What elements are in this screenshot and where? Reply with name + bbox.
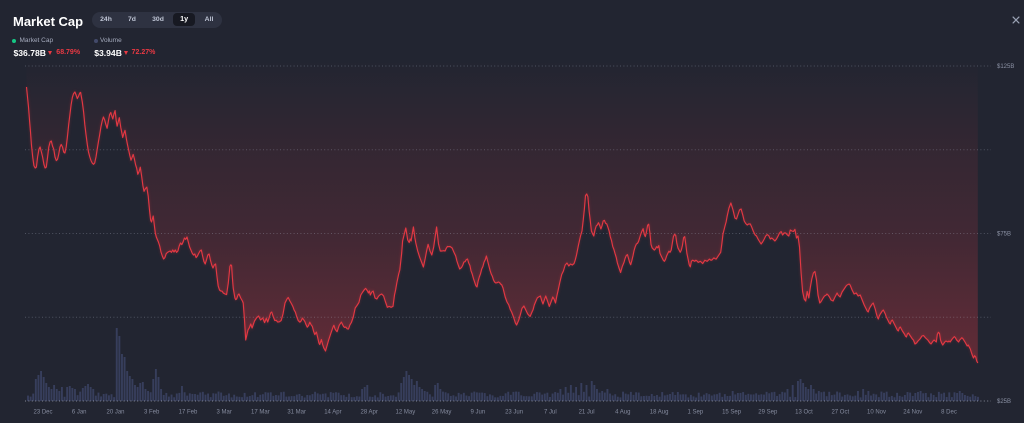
svg-text:3 Mar: 3 Mar [217,410,232,416]
svg-text:$25B: $25B [997,399,1011,405]
svg-text:23 Jun: 23 Jun [505,410,523,416]
svg-text:21 Jul: 21 Jul [579,410,595,416]
svg-text:23 Dec: 23 Dec [33,410,52,416]
svg-text:14 Apr: 14 Apr [324,410,341,416]
svg-text:31 Mar: 31 Mar [287,410,306,416]
svg-text:3 Feb: 3 Feb [144,410,160,416]
svg-text:28 Apr: 28 Apr [361,410,378,416]
svg-text:6 Jan: 6 Jan [72,410,87,416]
svg-text:15 Sep: 15 Sep [722,410,742,416]
svg-text:10 Nov: 10 Nov [867,410,886,416]
svg-text:7 Jul: 7 Jul [544,410,557,416]
svg-text:8 Dec: 8 Dec [941,410,957,416]
svg-text:27 Oct: 27 Oct [831,410,849,416]
svg-text:12 May: 12 May [396,410,416,416]
svg-text:4 Aug: 4 Aug [615,410,630,416]
svg-text:$125B: $125B [997,64,1014,70]
svg-text:26 May: 26 May [432,410,452,416]
svg-text:18 Aug: 18 Aug [650,410,669,416]
svg-text:24 Nov: 24 Nov [903,410,922,416]
svg-text:1 Sep: 1 Sep [687,410,703,416]
svg-text:$75B: $75B [997,232,1011,238]
svg-text:29 Sep: 29 Sep [758,410,778,416]
svg-text:17 Feb: 17 Feb [179,410,198,416]
svg-text:9 Jun: 9 Jun [471,410,486,416]
svg-text:20 Jan: 20 Jan [106,410,124,416]
svg-text:17 Mar: 17 Mar [251,410,270,416]
svg-text:13 Oct: 13 Oct [795,410,813,416]
